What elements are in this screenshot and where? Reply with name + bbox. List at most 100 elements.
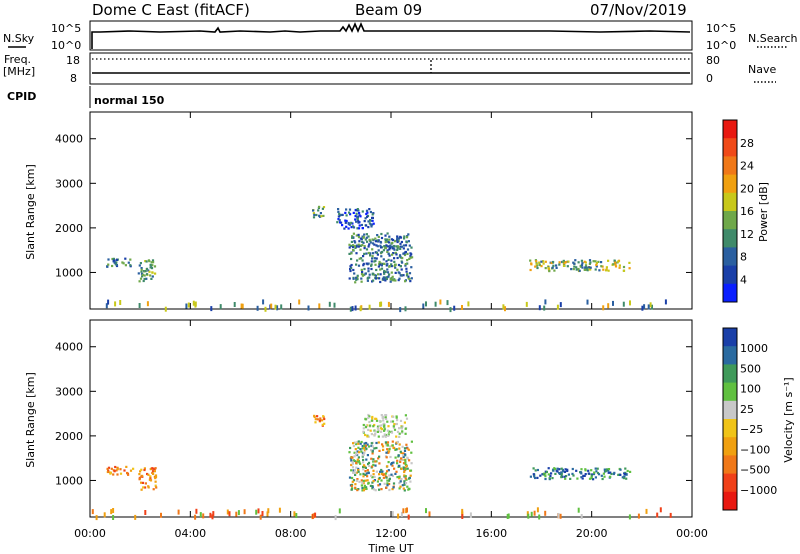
velocity-point	[395, 470, 398, 473]
velocity-point	[367, 481, 370, 484]
power-point	[396, 238, 399, 241]
velocity-point	[391, 511, 394, 517]
velocity-colorbar-segment	[723, 419, 737, 438]
velocity-point	[542, 473, 545, 476]
power-point	[370, 264, 373, 267]
velocity-point	[399, 485, 402, 488]
velocity-point	[359, 448, 362, 451]
power-point	[529, 268, 532, 272]
velocity-point	[376, 425, 380, 428]
velocity-point	[536, 507, 539, 513]
power-point	[584, 266, 587, 269]
velocity-point	[383, 429, 386, 432]
velocity-point	[211, 514, 214, 520]
velocity-point	[536, 476, 539, 479]
velocity-point	[368, 464, 371, 467]
power-ytick-label: 1000	[55, 266, 83, 279]
power-point	[394, 240, 397, 243]
velocity-point	[624, 467, 627, 470]
power-point	[404, 306, 407, 312]
power-point	[387, 252, 390, 255]
power-point	[367, 245, 370, 248]
velocity-point	[119, 472, 123, 475]
power-point	[622, 301, 625, 307]
power-point	[404, 244, 408, 247]
velocity-point	[566, 469, 569, 472]
velocity-point	[406, 507, 408, 513]
velocity-point	[387, 451, 390, 454]
power-point	[368, 304, 371, 310]
power-point	[379, 246, 383, 249]
velocity-point	[144, 510, 147, 515]
power-point	[399, 254, 402, 257]
power-point	[367, 220, 370, 223]
power-point	[357, 220, 360, 223]
power-point	[467, 301, 470, 307]
power-point	[575, 266, 578, 269]
x-tick-label: 20:00	[576, 527, 608, 540]
velocity-point	[362, 465, 365, 469]
velocity-point	[361, 481, 364, 485]
velocity-point	[363, 451, 366, 454]
velocity-point	[544, 475, 547, 478]
velocity-point	[372, 473, 375, 476]
power-point	[359, 248, 362, 251]
power-point	[585, 267, 588, 270]
power-point	[348, 243, 351, 246]
velocity-point	[560, 474, 563, 477]
power-point	[544, 260, 547, 263]
power-point	[403, 235, 406, 238]
power-ylabel: Slant Range [km]	[24, 164, 37, 260]
velocity-point	[402, 454, 405, 457]
velocity-point	[625, 473, 628, 476]
velocity-colorbar-segment	[723, 491, 737, 511]
power-point	[607, 269, 610, 272]
velocity-point	[395, 415, 398, 418]
velocity-point	[109, 471, 112, 474]
power-point	[385, 277, 388, 281]
power-point	[361, 244, 364, 247]
velocity-point	[355, 471, 358, 474]
velocity-point	[394, 472, 397, 475]
power-point	[394, 266, 397, 269]
velocity-point	[529, 475, 532, 478]
velocity-point	[396, 419, 399, 422]
power-point	[377, 235, 380, 238]
velocity-point	[656, 512, 659, 518]
power-point	[361, 270, 364, 273]
velocity-point	[226, 509, 229, 515]
velocity-point	[396, 440, 399, 444]
power-point	[350, 257, 353, 261]
power-point	[393, 260, 396, 263]
power-point	[349, 213, 352, 216]
velocity-point	[370, 457, 373, 460]
velocity-point	[397, 513, 400, 519]
velocity-point	[404, 459, 407, 462]
power-point	[579, 265, 582, 268]
power-point	[363, 247, 366, 250]
velocity-point	[318, 419, 321, 422]
power-point	[396, 245, 400, 248]
velocity-point	[153, 470, 156, 473]
velocity-point	[571, 472, 574, 475]
velocity-point	[385, 451, 388, 454]
power-point	[352, 249, 355, 252]
power-point	[187, 302, 190, 308]
velocity-point	[396, 459, 399, 462]
velocity-point	[314, 512, 317, 518]
power-colorbar-segment	[723, 120, 737, 139]
power-point	[358, 212, 361, 215]
velocity-point	[593, 471, 596, 474]
velocity-point	[403, 421, 406, 424]
power-point	[362, 255, 365, 258]
power-point	[388, 235, 391, 238]
velocity-point	[125, 465, 128, 468]
power-point	[538, 305, 541, 311]
velocity-point	[621, 476, 624, 479]
velocity-point	[114, 465, 117, 469]
power-point	[386, 240, 389, 243]
velocity-point	[403, 449, 407, 452]
power-point	[355, 234, 358, 237]
velocity-point	[373, 434, 376, 437]
power-point	[312, 216, 316, 219]
